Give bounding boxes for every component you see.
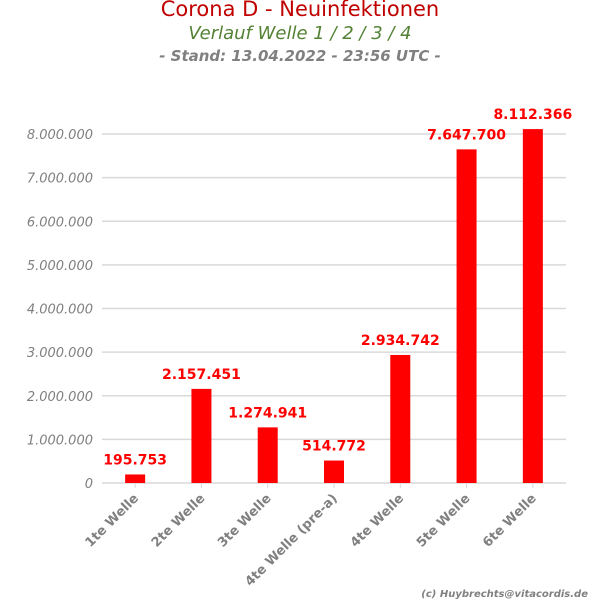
data-label: 2.157.451 xyxy=(162,367,241,383)
bar xyxy=(191,388,212,483)
y-tick-label: 3.000.000 xyxy=(27,346,93,361)
bar xyxy=(125,474,146,483)
x-tick-label: 1te Welle xyxy=(83,491,143,551)
x-tick-label: 5te Welle xyxy=(414,491,474,551)
x-tick-label: 2te Welle xyxy=(149,491,209,551)
copyright-credit: (c) Huybrechts@vitacordis.de xyxy=(421,589,588,600)
x-tick-label: 6te Welle xyxy=(480,491,540,551)
chart-subtitle: Verlauf Welle 1 / 2 / 3 / 4 xyxy=(188,23,412,44)
data-label: 2.934.742 xyxy=(361,333,440,349)
y-tick-label: 0 xyxy=(85,477,93,492)
y-tick-label: 7.000.000 xyxy=(27,172,93,187)
data-label: 7.647.700 xyxy=(427,127,506,143)
x-tick-label: 4te Welle xyxy=(348,491,408,551)
bar xyxy=(257,427,278,483)
chart-date-stamp: - Stand: 13.04.2022 - 23:56 UTC - xyxy=(159,47,441,65)
data-label: 195.753 xyxy=(103,452,167,468)
y-tick-label: 8.000.000 xyxy=(27,128,93,143)
bar xyxy=(456,149,477,484)
bar xyxy=(390,354,411,483)
bar xyxy=(522,129,543,484)
data-label: 1.274.941 xyxy=(228,405,307,421)
y-tick-label: 4.000.000 xyxy=(27,303,93,318)
y-tick-label: 2.000.000 xyxy=(27,390,93,405)
y-tick-label: 5.000.000 xyxy=(27,259,93,274)
data-label: 8.112.366 xyxy=(493,107,572,123)
bar xyxy=(324,460,344,483)
chart-title: Corona D - Neuinfektionen xyxy=(160,0,440,21)
x-tick-label: 3te Welle xyxy=(215,491,275,551)
y-tick-label: 6.000.000 xyxy=(27,215,93,230)
data-label: 514.772 xyxy=(302,439,366,455)
y-tick-label: 1.000.000 xyxy=(27,433,93,448)
